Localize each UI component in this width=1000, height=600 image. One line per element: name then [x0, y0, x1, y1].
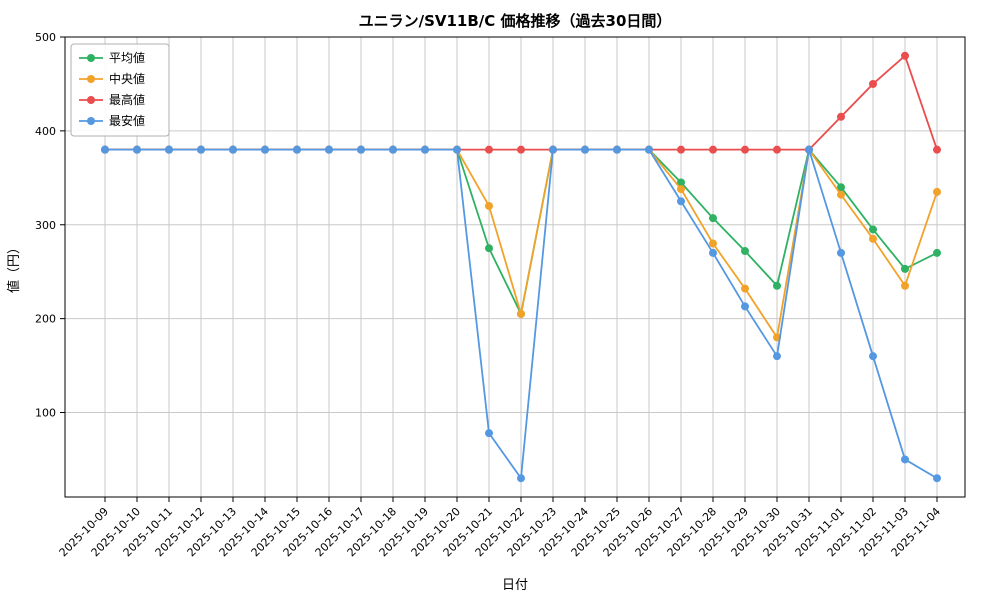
- data-point-min: [549, 145, 557, 154]
- data-point-min: [805, 145, 813, 154]
- data-point-median: [517, 309, 525, 318]
- data-point-max: [901, 51, 909, 60]
- data-point-max: [773, 145, 781, 154]
- data-point-min: [133, 145, 141, 154]
- y-tick-label: 500: [35, 31, 56, 44]
- plot-border: [64, 36, 966, 498]
- data-point-min: [517, 474, 525, 483]
- data-point-min: [389, 145, 397, 154]
- data-point-min: [421, 145, 429, 154]
- data-point-min: [229, 145, 237, 154]
- y-tick-label: 200: [35, 313, 56, 326]
- legend-marker-max: [87, 96, 95, 104]
- data-point-min: [869, 352, 877, 361]
- data-point-max: [741, 145, 749, 154]
- data-point-max: [677, 145, 685, 154]
- data-point-median: [485, 201, 493, 210]
- data-point-median: [869, 234, 877, 243]
- data-point-median: [933, 187, 941, 196]
- legend-label-median: 中央値: [109, 71, 145, 86]
- data-point-max: [869, 79, 877, 88]
- data-point-min: [453, 145, 461, 154]
- legend-label-average: 平均値: [109, 50, 145, 65]
- data-point-min: [197, 145, 205, 154]
- chart-title: ユニラン/SV11B/C 価格推移（過去30日間）: [359, 12, 672, 30]
- data-point-max: [709, 145, 717, 154]
- data-point-median: [741, 284, 749, 293]
- data-point-average: [837, 183, 845, 192]
- y-tick-label: 100: [35, 407, 56, 420]
- data-point-average: [709, 214, 717, 223]
- data-point-average: [773, 281, 781, 290]
- data-point-average: [485, 244, 493, 253]
- data-point-max: [517, 145, 525, 154]
- legend-marker-min: [87, 117, 95, 125]
- data-point-average: [933, 248, 941, 257]
- data-point-min: [581, 145, 589, 154]
- data-point-min: [741, 302, 749, 311]
- data-point-min: [837, 248, 845, 257]
- data-point-average: [677, 178, 685, 187]
- data-point-min: [709, 248, 717, 257]
- legend-box: [70, 43, 170, 137]
- data-point-average: [901, 264, 909, 273]
- y-tick-label: 300: [35, 219, 56, 232]
- data-point-min: [485, 429, 493, 438]
- data-point-median: [677, 185, 685, 194]
- legend-marker-average: [87, 54, 95, 62]
- data-point-min: [325, 145, 333, 154]
- y-tick-label: 400: [35, 125, 56, 138]
- data-point-max: [933, 145, 941, 154]
- data-point-min: [293, 145, 301, 154]
- data-point-average: [869, 225, 877, 234]
- data-point-median: [709, 239, 717, 248]
- y-axis-label: 値（円）: [6, 241, 22, 293]
- data-point-min: [357, 145, 365, 154]
- data-point-max: [485, 145, 493, 154]
- data-point-min: [645, 145, 653, 154]
- legend-label-min: 最安値: [109, 113, 145, 128]
- data-point-median: [901, 281, 909, 290]
- data-point-median: [837, 190, 845, 199]
- x-axis-label: 日付: [502, 578, 528, 593]
- data-point-min: [165, 145, 173, 154]
- plot-area: 1002003004005002025-10-092025-10-102025-…: [35, 31, 966, 559]
- data-point-min: [773, 352, 781, 361]
- data-point-min: [613, 145, 621, 154]
- data-point-min: [677, 197, 685, 206]
- data-point-average: [741, 247, 749, 256]
- data-point-min: [261, 145, 269, 154]
- data-point-max: [837, 112, 845, 121]
- data-point-min: [901, 455, 909, 464]
- data-point-min: [101, 145, 109, 154]
- legend-marker-median: [87, 75, 95, 83]
- data-point-min: [933, 474, 941, 483]
- legend-label-max: 最高値: [109, 92, 145, 107]
